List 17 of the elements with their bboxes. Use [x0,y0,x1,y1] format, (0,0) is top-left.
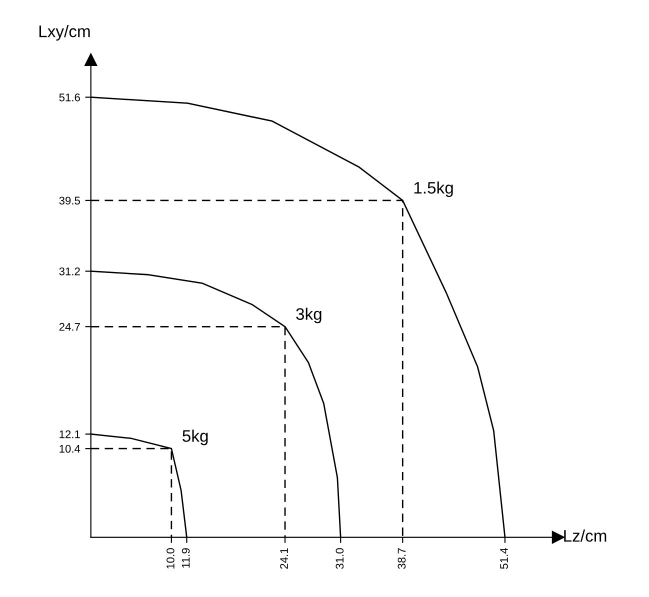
y-tick-label: 10.4 [60,444,80,453]
series-label: 5kg [182,430,208,446]
x-tick-label: 10.0 [166,548,174,568]
series-label: 1.5kg [414,181,453,198]
y-tick-label: 12.1 [60,430,80,438]
x-tick-label: 51.4 [500,548,508,569]
series-label: 3kg [296,308,322,324]
x-tick-label: 31.0 [336,548,344,569]
y-axis-title: Lxy/cm [39,25,90,41]
x-tick-label: 38.7 [398,548,406,569]
y-tick-label: 24.7 [59,322,80,331]
y-tick-label: 51.6 [59,93,80,102]
y-tick-label: 31.2 [59,267,80,276]
x-axis-title: Lz/cm [564,530,606,542]
y-tick-label: 39.5 [59,196,80,205]
x-tick-label: 24.1 [280,548,288,569]
x-tick-label: 11.9 [182,548,190,568]
